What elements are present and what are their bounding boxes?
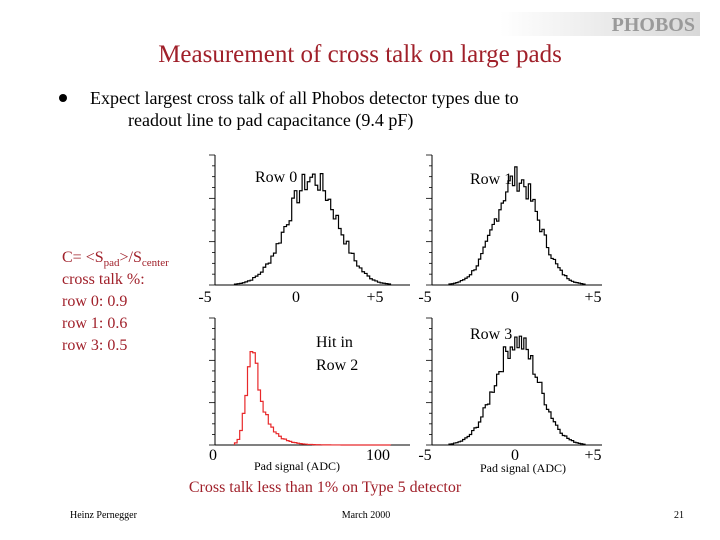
title: Measurement of cross talk on large pads <box>158 41 562 68</box>
footer-date: March 2000 <box>342 510 391 521</box>
tick-label: 100 <box>366 447 390 464</box>
logo: PHOBOS <box>612 14 695 36</box>
tick-label: +5 <box>584 447 601 464</box>
formula-part: >/S <box>120 249 142 266</box>
axis-label: Pad signal (ADC) <box>254 459 340 473</box>
bullet-dot <box>59 94 67 102</box>
formula-sub: center <box>142 257 169 269</box>
note-line: cross talk %: <box>62 271 145 288</box>
tick-label: +5 <box>584 289 601 306</box>
panel-label: Row 0 <box>255 169 297 186</box>
histogram <box>448 335 586 445</box>
note-line: row 0: 0.9 <box>62 293 127 310</box>
tick-label: 0 <box>511 447 519 464</box>
formula: C= <Spad>/Scenter <box>62 249 169 269</box>
tick-label: 0 <box>209 447 217 464</box>
tick-label: +5 <box>366 289 383 306</box>
histogram <box>233 351 391 446</box>
axis-label: Pad signal (ADC) <box>480 461 566 475</box>
note-line: row 1: 0.6 <box>62 315 127 332</box>
formula-sub: pad <box>104 257 120 269</box>
bullet-line: readout line to pad capacitance (9.4 pF) <box>128 110 413 131</box>
logo-band <box>500 12 700 36</box>
tick-label: -5 <box>198 289 211 306</box>
bullet-line: Expect largest cross talk of all Phobos … <box>90 88 519 108</box>
panel-label: Row 3 <box>470 326 512 343</box>
histogram <box>233 173 392 285</box>
note-line: row 3: 0.5 <box>62 337 127 354</box>
panel-label: Hit in <box>316 334 353 351</box>
histogram <box>448 166 586 285</box>
caption: Cross talk less than 1% on Type 5 detect… <box>189 479 462 496</box>
formula-part: C= <S <box>62 249 104 266</box>
footer-page: 21 <box>674 510 684 521</box>
panel-label: Row 2 <box>316 357 358 374</box>
panel-label: Row 1 <box>470 171 512 188</box>
tick-label: -5 <box>418 289 431 306</box>
footer-author: Heinz Pernegger <box>70 510 138 521</box>
tick-label: 0 <box>511 289 519 306</box>
tick-label: 0 <box>292 289 300 306</box>
tick-label: -5 <box>418 447 431 464</box>
